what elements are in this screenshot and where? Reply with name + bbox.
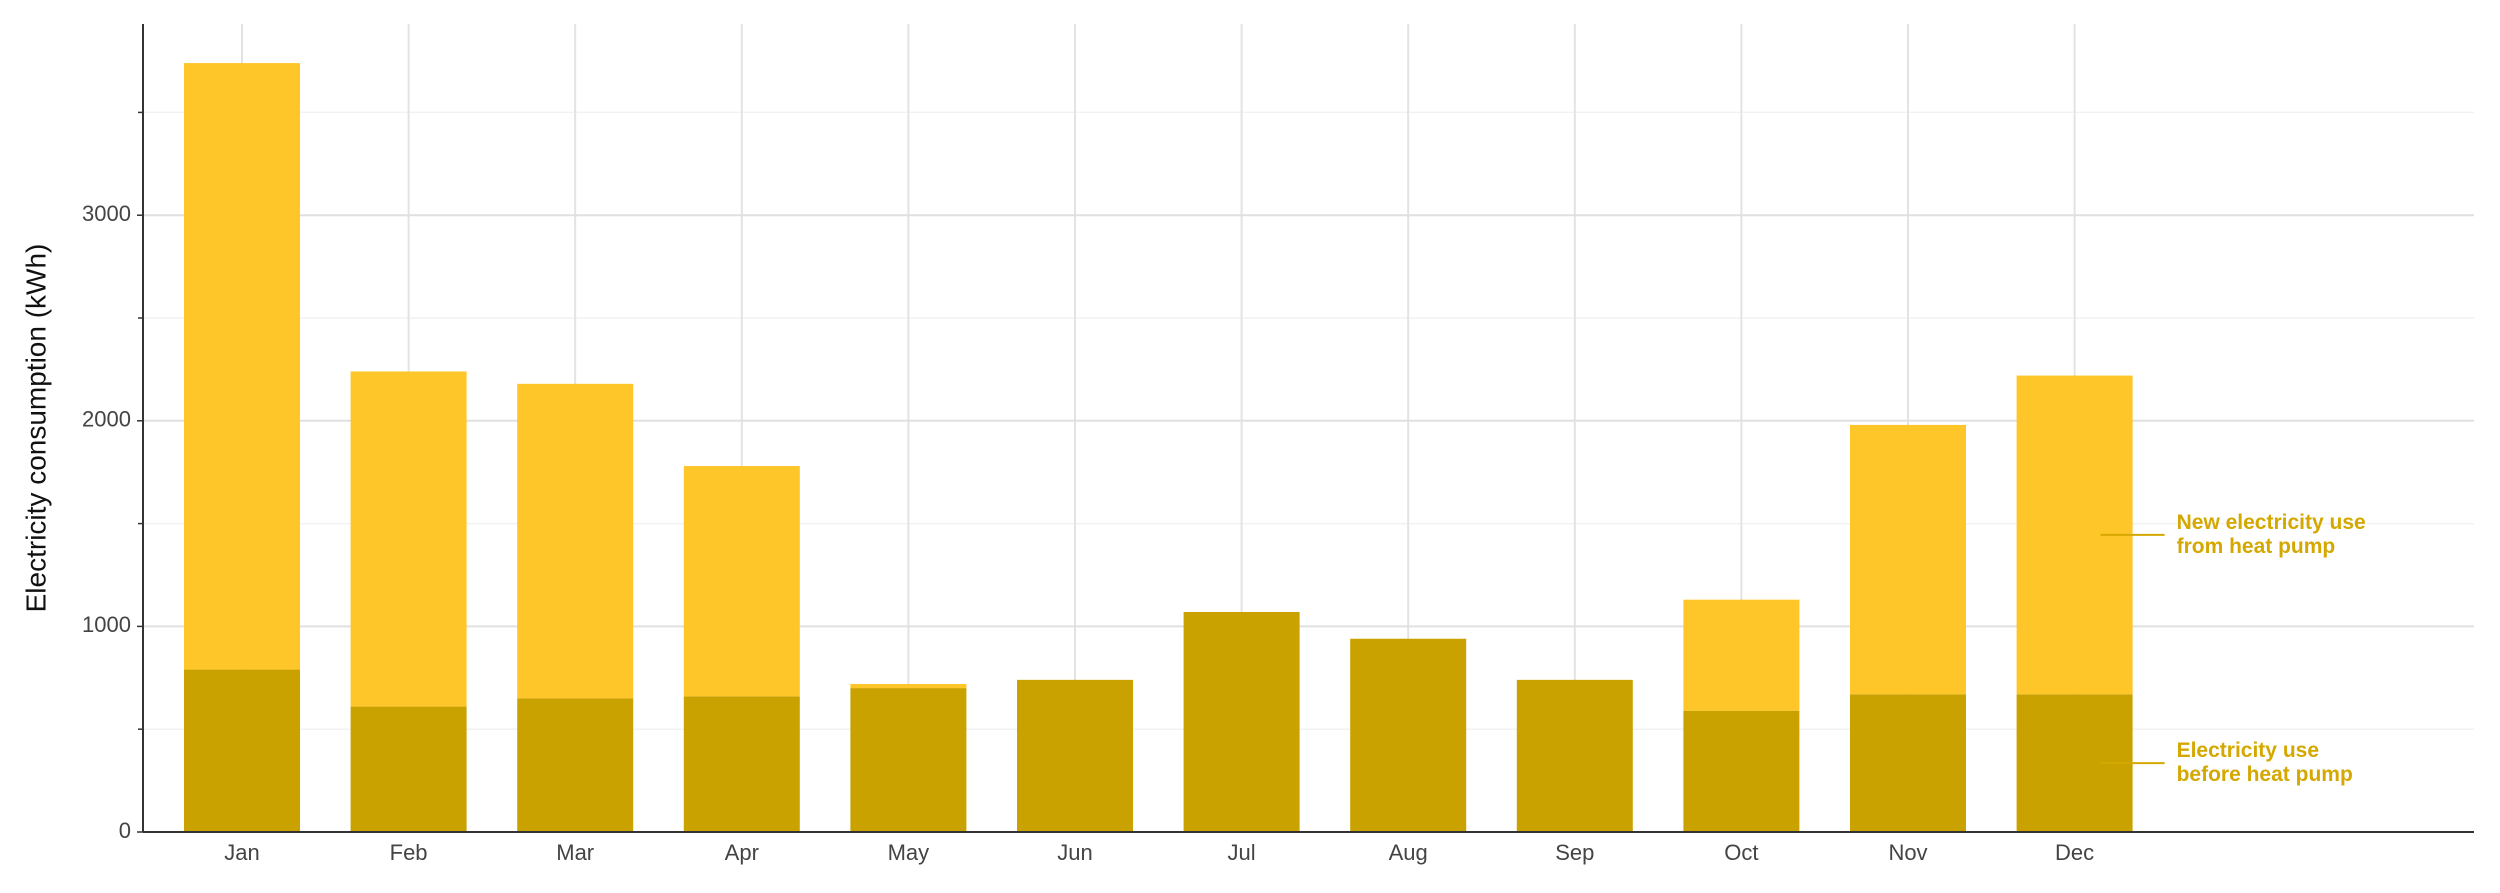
bar-segment bbox=[1683, 599, 1800, 711]
bar-segment bbox=[517, 383, 634, 699]
y-tick-label: 3000 bbox=[82, 201, 131, 226]
bar-segment bbox=[1350, 638, 1467, 832]
series-label: Electricity use before heat pump bbox=[2176, 739, 2353, 787]
x-tick-label: Feb bbox=[390, 840, 428, 865]
bar-segment bbox=[1850, 424, 1966, 695]
x-tick-label: Apr bbox=[725, 840, 759, 865]
series-label: New electricity use from heat pump bbox=[2176, 510, 2366, 558]
y-tick-label: 2000 bbox=[82, 407, 131, 432]
x-tick-label: Nov bbox=[1888, 840, 1927, 865]
bar-segment bbox=[683, 696, 800, 832]
bar-segment bbox=[683, 466, 800, 697]
x-tick-label: Dec bbox=[2055, 840, 2094, 865]
bar-segment bbox=[517, 698, 634, 832]
x-tick-label: Sep bbox=[1555, 840, 1594, 865]
x-tick-label: May bbox=[888, 840, 930, 865]
bar-segment bbox=[1183, 612, 1300, 832]
bar-segment bbox=[184, 63, 300, 670]
bar-segment bbox=[184, 669, 300, 832]
bar-segment bbox=[1850, 694, 1966, 832]
bar-segment bbox=[850, 688, 967, 832]
bar-segment bbox=[1683, 710, 1800, 832]
bar-segment bbox=[350, 706, 467, 832]
x-tick-label: Oct bbox=[1724, 840, 1758, 865]
bar-segment bbox=[1516, 679, 1633, 832]
x-tick-label: Mar bbox=[556, 840, 594, 865]
y-axis-title: Electricity consumption (kWh) bbox=[20, 244, 51, 613]
bar-segment bbox=[350, 371, 467, 707]
x-tick-label: Jan bbox=[224, 840, 259, 865]
x-tick-label: Aug bbox=[1389, 840, 1428, 865]
y-tick-label: 1000 bbox=[82, 612, 131, 637]
bar-segment bbox=[1017, 679, 1133, 832]
bar-segment bbox=[850, 683, 967, 689]
x-tick-label: Jun bbox=[1057, 840, 1092, 865]
x-tick-label: Jul bbox=[1228, 840, 1256, 865]
y-tick-label: 0 bbox=[119, 818, 131, 843]
